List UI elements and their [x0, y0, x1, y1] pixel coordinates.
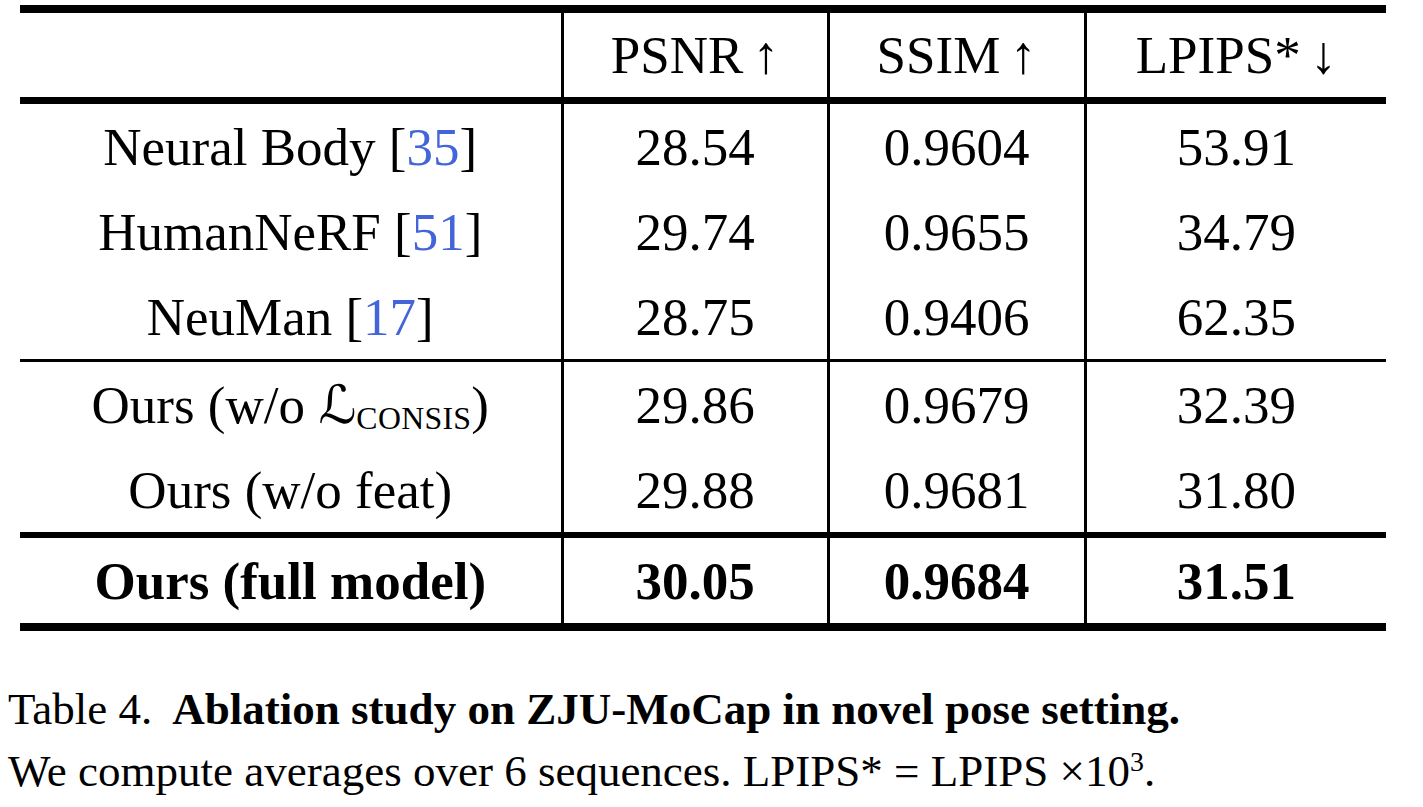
method-name: NeuMan [: [147, 288, 363, 346]
lpips-value: 31.80: [1085, 447, 1386, 535]
table-header-row: PSNR↑ SSIM↑ LPIPS*↓: [20, 9, 1386, 101]
psnr-value: 28.75: [562, 274, 828, 361]
table-row-neuman: NeuMan [17] 28.75 0.9406 62.35: [20, 274, 1386, 361]
citation-link[interactable]: 17: [363, 288, 416, 346]
ablation-table: PSNR↑ SSIM↑ LPIPS*↓ Neural Body [35] 28.…: [20, 5, 1386, 631]
table-row-ours-wo-consis: Ours (w/o ℒCONSIS) 29.86 0.9679 32.39: [20, 361, 1386, 448]
table-caption: Table 4. Ablation study on ZJU-MoCap in n…: [8, 678, 1418, 807]
ssim-value: 0.9679: [828, 361, 1085, 448]
script-l-symbol: ℒ: [318, 374, 356, 435]
header-ssim-label: SSIM: [877, 26, 1001, 84]
header-ssim: SSIM↑: [828, 9, 1085, 101]
psnr-value: 28.54: [562, 101, 828, 190]
method-name: Ours (w/o feat): [128, 461, 452, 519]
row-label: Ours (w/o feat): [20, 447, 562, 535]
lpips-value: 34.79: [1085, 189, 1386, 274]
psnr-value: 30.05: [562, 535, 828, 627]
bracket-close: ]: [465, 203, 483, 261]
header-empty-cell: [20, 9, 562, 101]
lpips-value: 32.39: [1085, 361, 1386, 448]
method-name: Neural Body [: [103, 118, 406, 176]
lpips-value: 31.51: [1085, 535, 1386, 627]
header-psnr-label: PSNR: [611, 26, 744, 84]
up-arrow-icon: ↑: [1000, 26, 1036, 84]
lpips-value: 62.35: [1085, 274, 1386, 361]
caption-tag: Table 4.: [8, 684, 152, 734]
row-label: NeuMan [17]: [20, 274, 562, 361]
row-label: Ours (full model): [20, 535, 562, 627]
row-label: HumanNeRF [51]: [20, 189, 562, 274]
up-arrow-icon: ↑: [743, 26, 779, 84]
caption-line-1: Table 4. Ablation study on ZJU-MoCap in n…: [8, 678, 1418, 740]
down-arrow-icon: ↓: [1301, 26, 1337, 84]
header-lpips: LPIPS*↓: [1085, 9, 1386, 101]
paren-close: ): [471, 376, 489, 434]
exponent: 3: [1130, 746, 1144, 777]
header-lpips-label: LPIPS*: [1136, 26, 1301, 84]
lpips-value: 53.91: [1085, 101, 1386, 190]
table-row-ours-full: Ours (full model) 30.05 0.9684 31.51: [20, 535, 1386, 627]
caption-text: We compute averages over 6 sequences. LP…: [8, 746, 1130, 796]
psnr-value: 29.88: [562, 447, 828, 535]
caption-title: Ablation study on ZJU-MoCap in novel pos…: [172, 684, 1180, 734]
consis-subscript: CONSIS: [356, 401, 471, 436]
bracket-close: ]: [460, 118, 478, 176]
psnr-value: 29.86: [562, 361, 828, 448]
method-name: HumanNeRF [: [98, 203, 412, 261]
ssim-value: 0.9604: [828, 101, 1085, 190]
citation-link[interactable]: 51: [412, 203, 465, 261]
caption-line-2: We compute averages over 6 sequences. LP…: [8, 740, 1418, 807]
method-name: Ours (w/o: [91, 376, 318, 434]
table-row-humannerf: HumanNeRF [51] 29.74 0.9655 34.79: [20, 189, 1386, 274]
paper-table-figure: PSNR↑ SSIM↑ LPIPS*↓ Neural Body [35] 28.…: [0, 0, 1423, 807]
ssim-value: 0.9406: [828, 274, 1085, 361]
ssim-value: 0.9655: [828, 189, 1085, 274]
header-psnr: PSNR↑: [562, 9, 828, 101]
psnr-value: 29.74: [562, 189, 828, 274]
citation-link[interactable]: 35: [407, 118, 460, 176]
table-row-ours-wo-feat: Ours (w/o feat) 29.88 0.9681 31.80: [20, 447, 1386, 535]
ssim-value: 0.9684: [828, 535, 1085, 627]
table-row-neural-body: Neural Body [35] 28.54 0.9604 53.91: [20, 101, 1386, 190]
caption-period: .: [1144, 746, 1155, 796]
method-name: Ours (full model): [94, 552, 486, 610]
row-label: Ours (w/o ℒCONSIS): [20, 361, 562, 448]
bracket-close: ]: [416, 288, 434, 346]
row-label: Neural Body [35]: [20, 101, 562, 190]
ssim-value: 0.9681: [828, 447, 1085, 535]
